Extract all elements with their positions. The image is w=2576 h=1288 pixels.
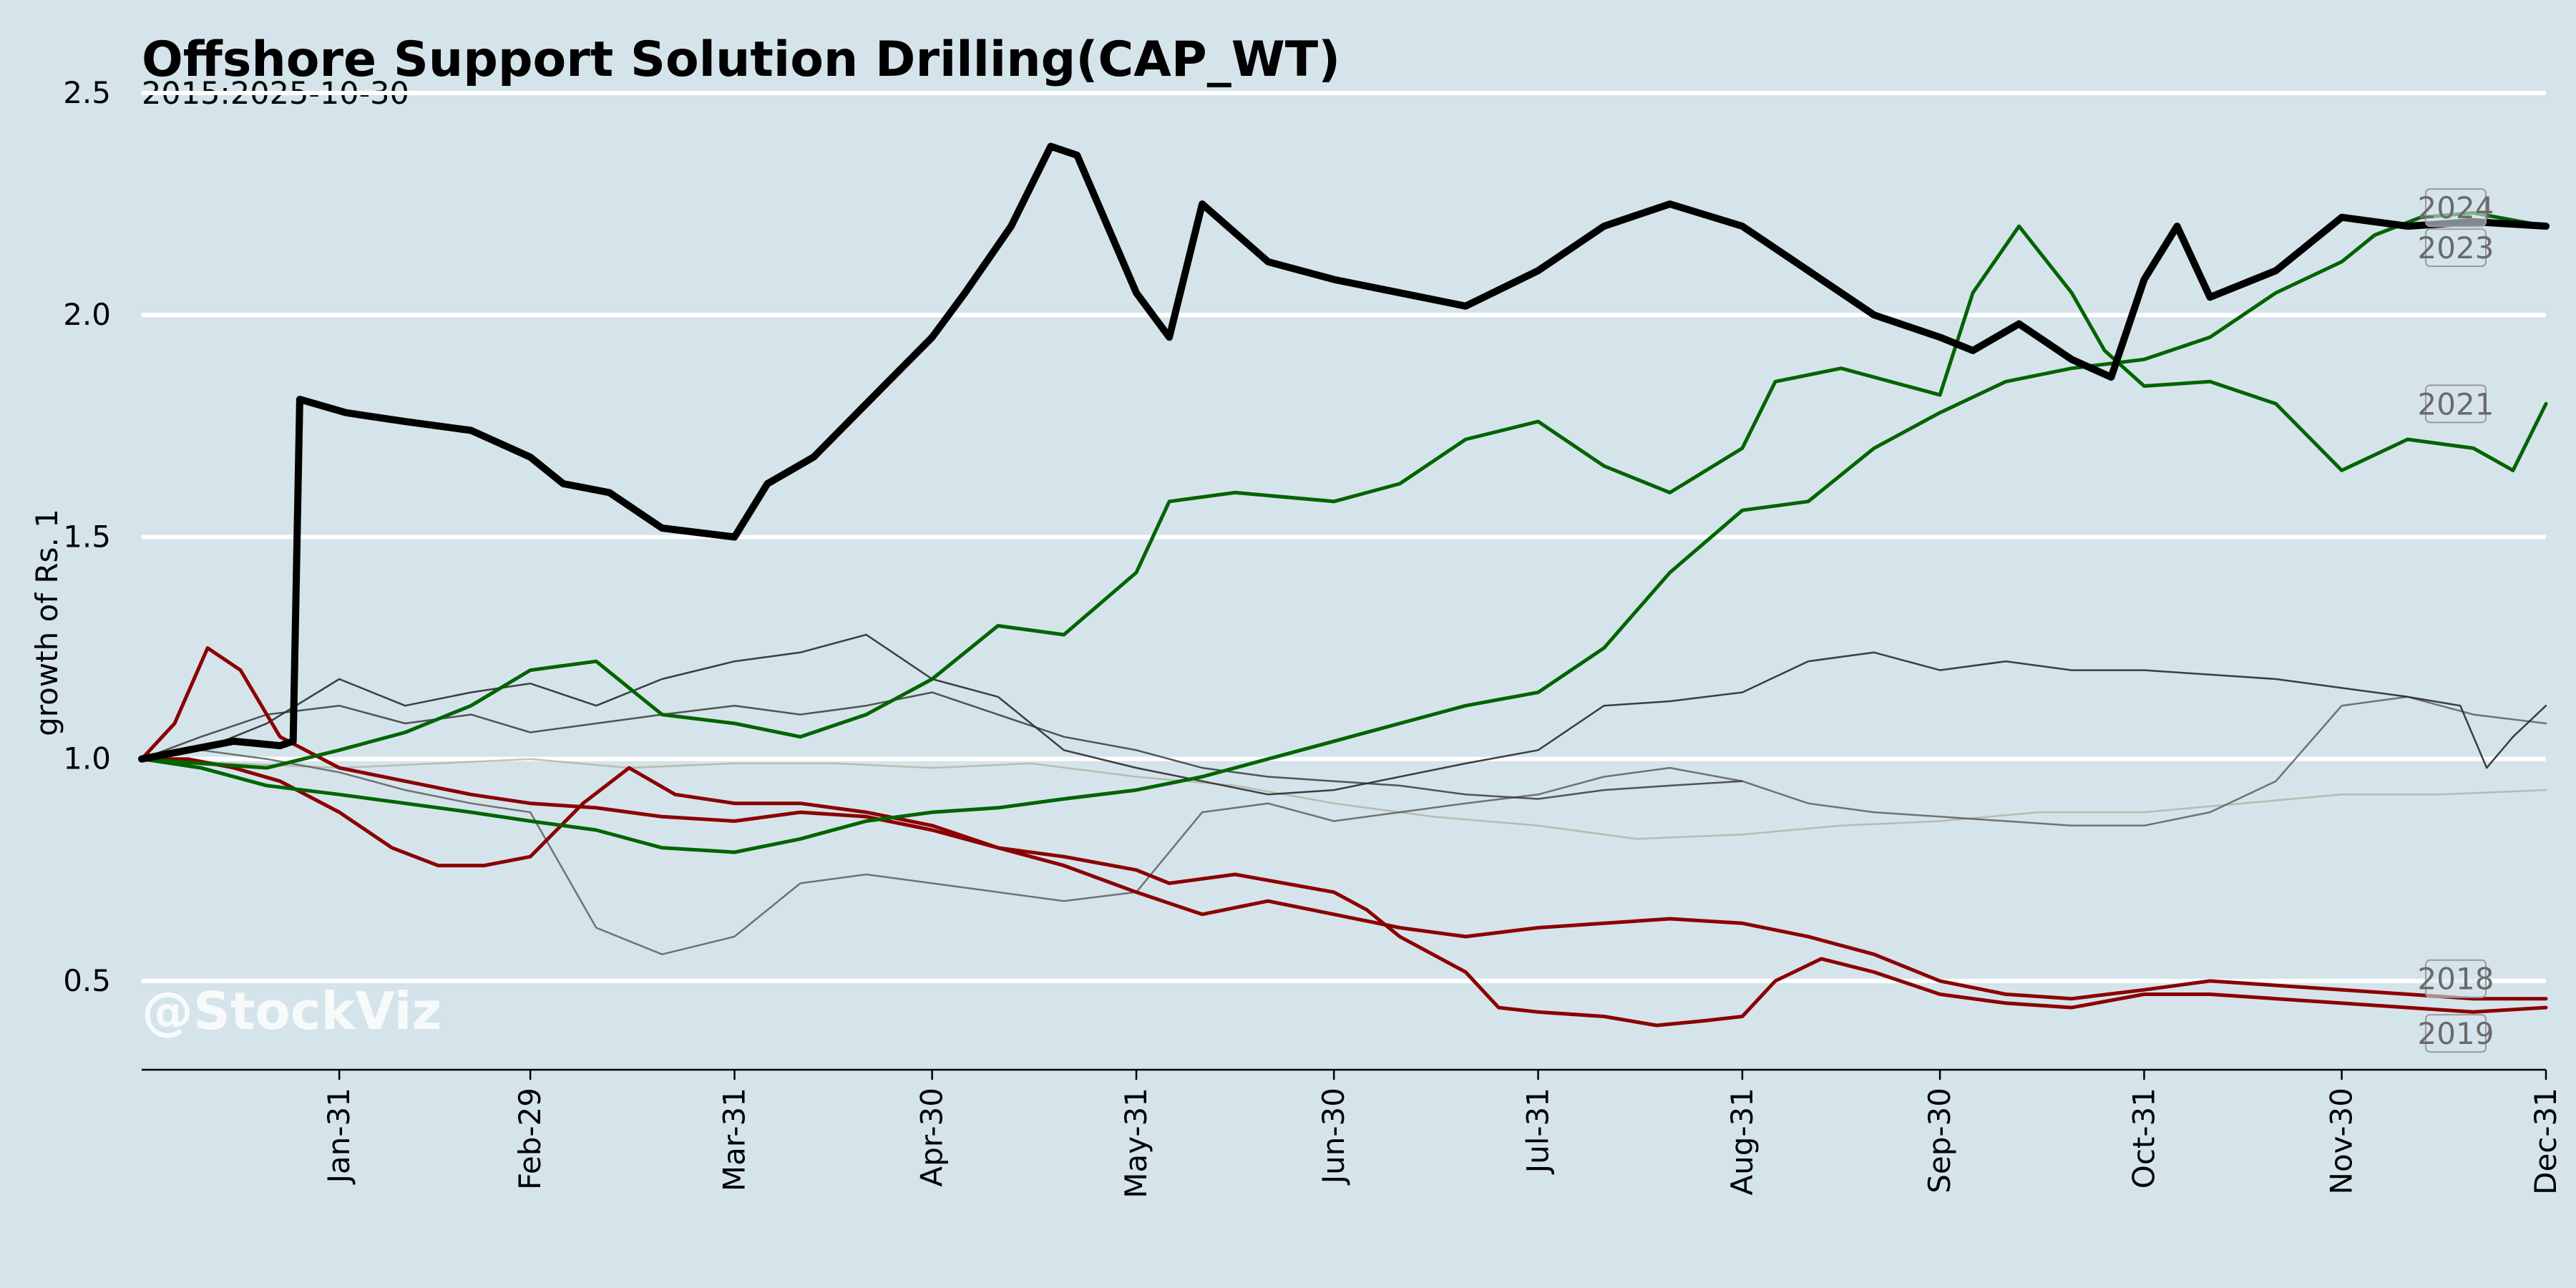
x-tick-label: Oct-31 [2126, 1088, 2161, 1189]
x-tick-label: Apr-30 [914, 1088, 950, 1187]
year-label-2024: 2024 [2418, 188, 2494, 228]
series-line-2023 [138, 142, 2550, 763]
y-axis: 0.5 1.0 1.5 2.0 2.5 [63, 75, 111, 998]
x-tick-label: Jun-30 [1316, 1088, 1351, 1186]
chart-title: Offshore Support Solution Drilling(CAP_W… [142, 31, 1340, 88]
y-tick-label: 1.0 [63, 741, 111, 776]
series-line [140, 633, 2547, 796]
x-tick-label: Dec-31 [2528, 1088, 2563, 1195]
year-label-2019: 2019 [2418, 1014, 2494, 1053]
x-axis: Jan-31 Feb-29 Mar-31 Apr-30 May-31 Jun-30 Jul-… [321, 1070, 2563, 1199]
series-line-2018 [140, 646, 2548, 1001]
watermark: @StockViz [142, 981, 441, 1041]
year-label-text: 2023 [2418, 230, 2494, 265]
y-axis-label: growth of Rs. 1 [29, 509, 64, 736]
series-line-2019 [140, 757, 2548, 1028]
x-tick-label: Sep-30 [1922, 1088, 1957, 1194]
y-tick-label: 0.5 [63, 963, 111, 998]
year-labels: 2024 2023 2021 2018 2019 [2418, 188, 2494, 1053]
series-line [140, 758, 2547, 840]
year-label-2018: 2018 [2418, 959, 2494, 998]
x-tick-label: Aug-31 [1724, 1088, 1760, 1196]
series-line [140, 696, 2547, 955]
y-tick-label: 1.5 [63, 519, 111, 554]
series-line-2021 [140, 224, 2548, 770]
year-label-text: 2021 [2418, 386, 2494, 421]
gridlines [142, 91, 2546, 983]
series-line [140, 691, 1744, 800]
y-tick-label: 2.0 [63, 297, 111, 332]
year-label-text: 2019 [2418, 1016, 2494, 1051]
x-tick-label: Nov-30 [2324, 1088, 2359, 1194]
year-label-text: 2024 [2418, 190, 2494, 225]
series-line-2024 [140, 211, 2548, 854]
year-label-2023: 2023 [2418, 228, 2494, 268]
year-label-text: 2018 [2418, 962, 2494, 997]
x-tick-label: Mar-31 [716, 1088, 751, 1191]
x-tick-label: Feb-29 [512, 1088, 547, 1190]
y-tick-label: 2.5 [63, 75, 111, 110]
x-tick-label: Jan-31 [321, 1088, 356, 1185]
x-tick-label: Jul-31 [1521, 1088, 1556, 1175]
x-tick-label: May-31 [1118, 1088, 1153, 1199]
series-lines [138, 142, 2550, 1028]
year-label-2021: 2021 [2418, 384, 2494, 424]
